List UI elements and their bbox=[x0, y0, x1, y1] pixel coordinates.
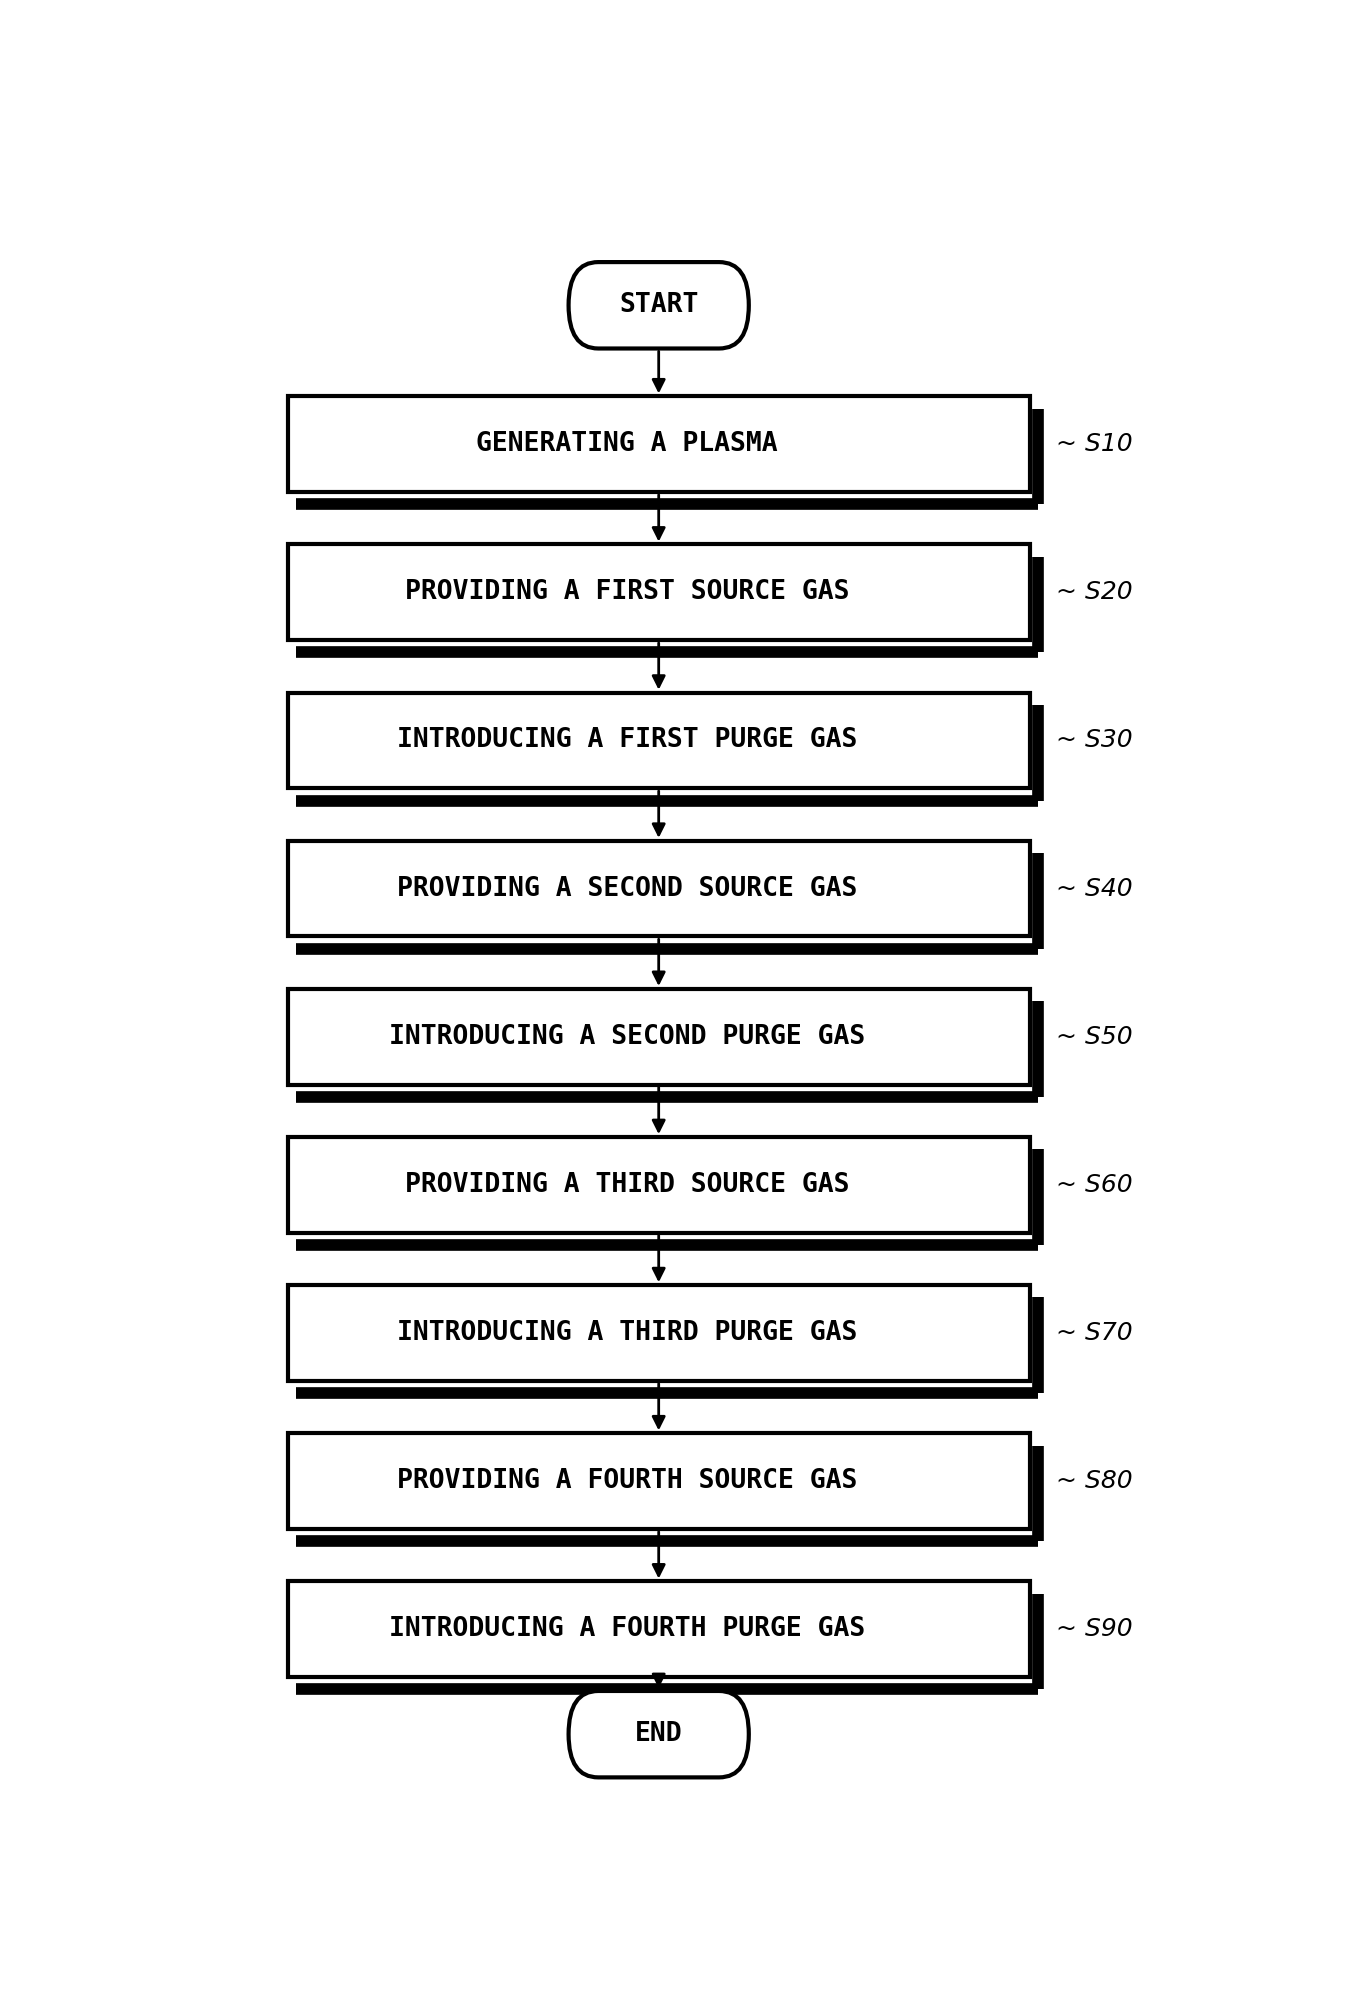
Text: INTRODUCING A THIRD PURGE GAS: INTRODUCING A THIRD PURGE GAS bbox=[397, 1321, 858, 1347]
Bar bbox=[287, 1433, 1030, 1529]
Text: GENERATING A PLASMA: GENERATING A PLASMA bbox=[476, 431, 777, 457]
Text: ~ S50: ~ S50 bbox=[1056, 1024, 1133, 1048]
Text: ~ S90: ~ S90 bbox=[1056, 1617, 1133, 1641]
Bar bbox=[287, 1285, 1030, 1381]
Text: END: END bbox=[635, 1721, 683, 1747]
Bar bbox=[287, 1581, 1030, 1677]
Text: ~ S20: ~ S20 bbox=[1056, 581, 1133, 605]
Bar bbox=[287, 693, 1030, 788]
Bar bbox=[287, 988, 1030, 1084]
FancyBboxPatch shape bbox=[569, 1691, 748, 1778]
Text: INTRODUCING A FIRST PURGE GAS: INTRODUCING A FIRST PURGE GAS bbox=[397, 727, 858, 754]
Text: ~ S80: ~ S80 bbox=[1056, 1469, 1133, 1493]
Text: ~ S40: ~ S40 bbox=[1056, 876, 1133, 900]
Text: PROVIDING A FIRST SOURCE GAS: PROVIDING A FIRST SOURCE GAS bbox=[405, 579, 850, 605]
Text: INTRODUCING A SECOND PURGE GAS: INTRODUCING A SECOND PURGE GAS bbox=[389, 1024, 865, 1050]
Text: INTRODUCING A FOURTH PURGE GAS: INTRODUCING A FOURTH PURGE GAS bbox=[389, 1617, 865, 1641]
FancyBboxPatch shape bbox=[569, 263, 748, 349]
Bar bbox=[287, 397, 1030, 493]
Text: ~ S30: ~ S30 bbox=[1056, 727, 1133, 752]
Bar bbox=[287, 1136, 1030, 1232]
Bar bbox=[287, 545, 1030, 639]
Text: ~ S10: ~ S10 bbox=[1056, 433, 1133, 457]
Bar bbox=[287, 842, 1030, 936]
Text: PROVIDING A FOURTH SOURCE GAS: PROVIDING A FOURTH SOURCE GAS bbox=[397, 1469, 858, 1495]
Text: ~ S60: ~ S60 bbox=[1056, 1172, 1133, 1196]
Text: START: START bbox=[618, 293, 699, 319]
Text: ~ S70: ~ S70 bbox=[1056, 1321, 1133, 1345]
Text: PROVIDING A THIRD SOURCE GAS: PROVIDING A THIRD SOURCE GAS bbox=[405, 1172, 850, 1198]
Text: PROVIDING A SECOND SOURCE GAS: PROVIDING A SECOND SOURCE GAS bbox=[397, 876, 858, 902]
